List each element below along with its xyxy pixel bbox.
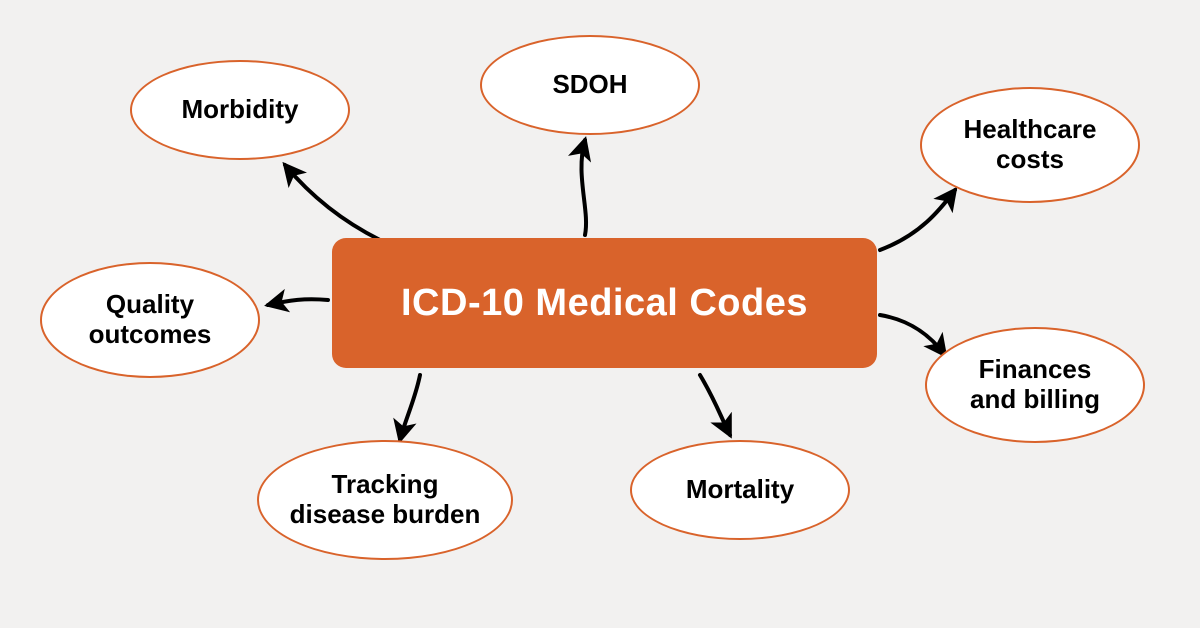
node-sdoh: SDOH (480, 35, 700, 135)
node-quality-label: Qualityoutcomes (89, 290, 212, 350)
node-tracking-label: Trackingdisease burden (290, 470, 481, 530)
node-tracking: Trackingdisease burden (257, 440, 513, 560)
node-finances-label: Financesand billing (970, 355, 1100, 415)
node-morbidity: Morbidity (130, 60, 350, 160)
node-sdoh-label: SDOH (552, 70, 627, 100)
center-node: ICD-10 Medical Codes (332, 238, 877, 368)
arrow-to-finances (880, 315, 945, 355)
diagram-canvas: ICD-10 Medical Codes Morbidity SDOH Healthc… (0, 0, 1200, 628)
arrow-to-sdoh (581, 140, 586, 235)
node-quality: Qualityoutcomes (40, 262, 260, 378)
node-mortality: Mortality (630, 440, 850, 540)
node-costs: Healthcarecosts (920, 87, 1140, 203)
node-finances: Financesand billing (925, 327, 1145, 443)
node-morbidity-label: Morbidity (182, 95, 299, 125)
arrow-to-costs (880, 190, 955, 250)
center-node-label: ICD-10 Medical Codes (401, 282, 808, 325)
arrow-to-tracking (400, 375, 420, 440)
arrow-to-quality (268, 299, 328, 305)
node-mortality-label: Mortality (686, 475, 794, 505)
node-costs-label: Healthcarecosts (964, 115, 1097, 175)
arrow-to-mortality (700, 375, 730, 435)
arrow-to-morbidity (285, 165, 380, 240)
